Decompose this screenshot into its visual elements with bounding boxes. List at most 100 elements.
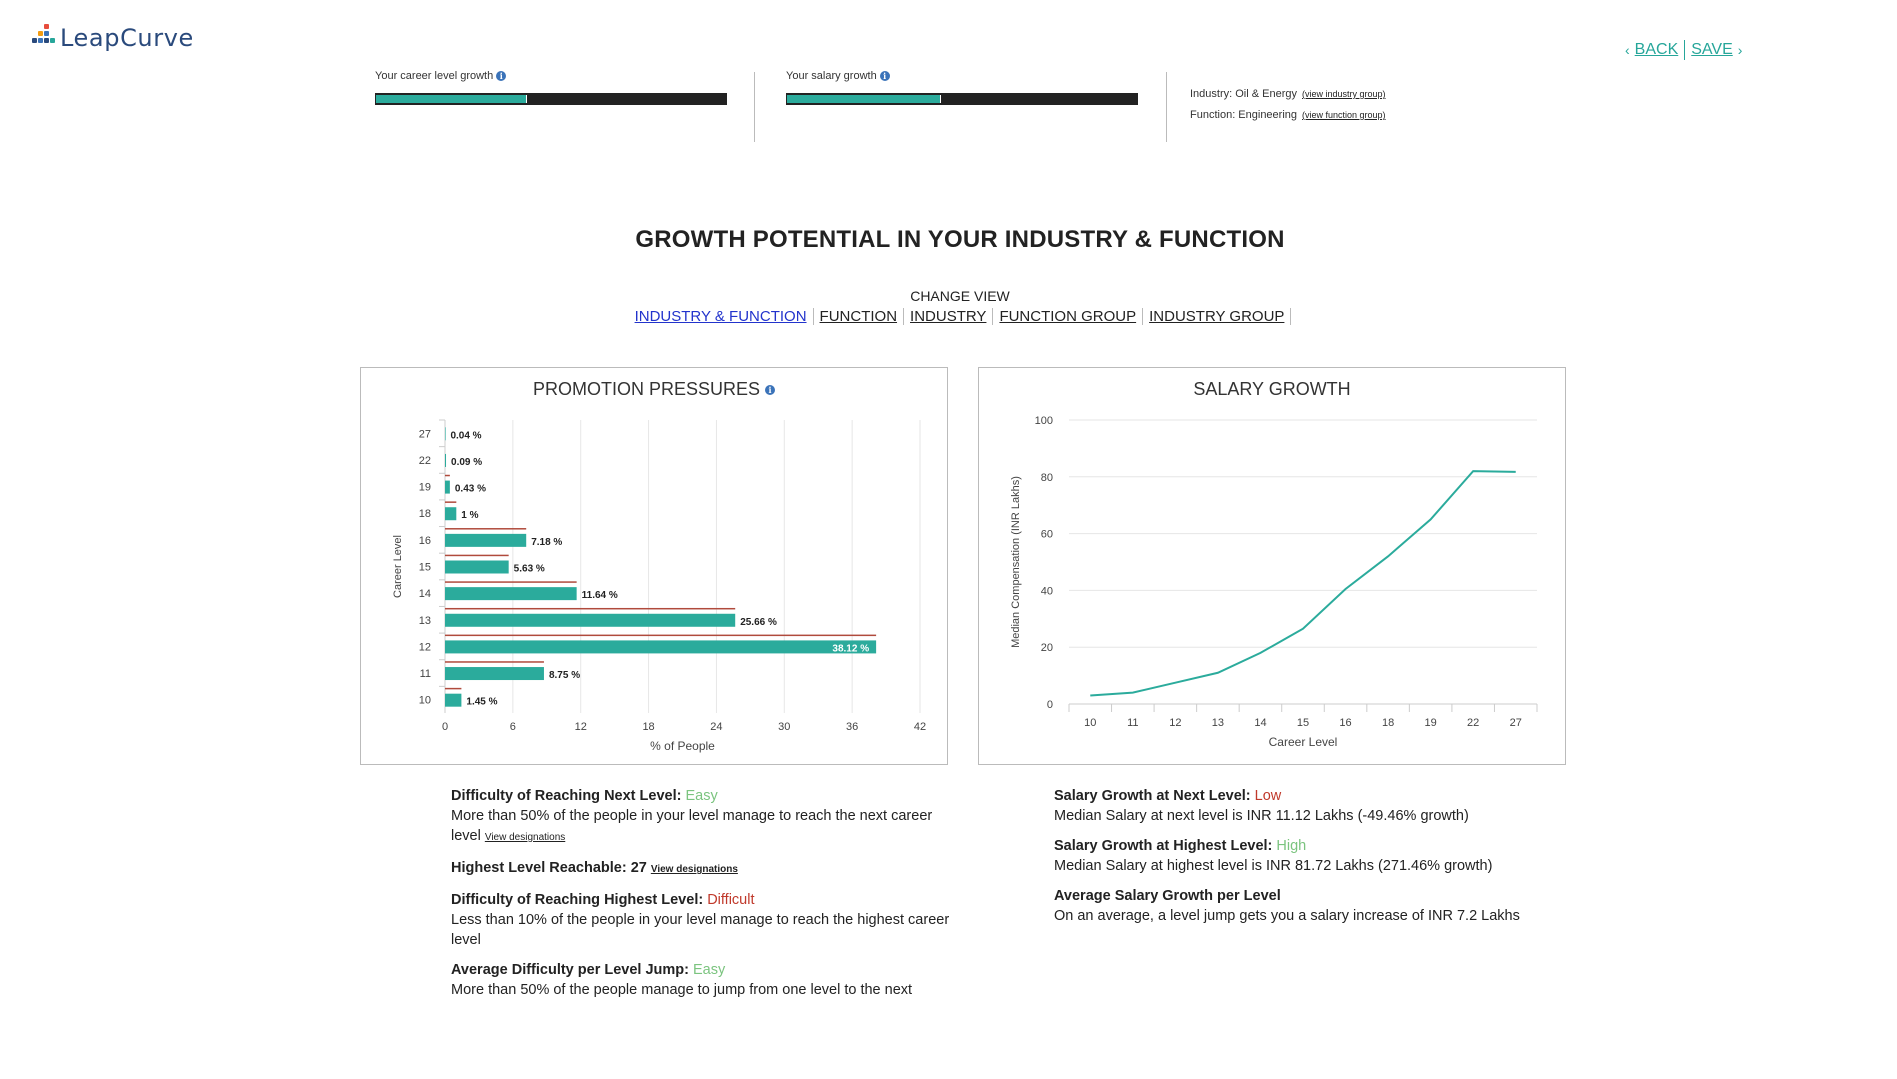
bar-data-label: 0.04 % xyxy=(450,430,481,441)
bar-data-label: 1.45 % xyxy=(466,697,497,708)
info-icon[interactable]: i xyxy=(496,71,507,81)
nav-divider xyxy=(1684,40,1686,60)
x-axis-label: % of People xyxy=(650,739,715,753)
view-function-group-link[interactable]: (view function group) xyxy=(1302,110,1386,120)
view-tabs: INDUSTRY & FUNCTION FUNCTION INDUSTRY FUNCT… xyxy=(0,308,1897,325)
x-tick-label: 10 xyxy=(1084,717,1096,729)
detail-item: Difficulty of Reaching Next Level: Easy M… xyxy=(451,786,971,848)
x-tick-label: 42 xyxy=(914,721,926,733)
bar-data-label: 7.18 % xyxy=(531,537,562,548)
bar-data-label: 11.64 % xyxy=(582,590,618,601)
difficulty-status: Difficult xyxy=(703,892,755,908)
detail-heading-text: Average Difficulty per Level Jump: xyxy=(451,962,689,978)
y-axis-label: Career Level xyxy=(392,535,404,598)
top-nav: ‹ BACK SAVE › xyxy=(1620,40,1747,60)
y-tick-label: 14 xyxy=(419,588,431,600)
difficulty-status: Easy xyxy=(688,962,726,978)
y-tick-label: 18 xyxy=(419,508,431,520)
bar-shadow xyxy=(445,501,457,503)
difficulty-status: High xyxy=(1272,838,1307,854)
detail-description: Less than 10% of the people in your leve… xyxy=(451,910,971,950)
detail-heading-text: Highest Level Reachable: 27 xyxy=(451,860,647,876)
promotion-chart-title-text: PROMOTION PRESSURES xyxy=(532,379,761,399)
salary-line-svg: 0 20 40 60 80 100 10 11 12 13 14 15 16 18 19 22 27 Career… xyxy=(1010,415,1538,749)
bar-shadow xyxy=(445,581,577,583)
bar-data-label: 1 % xyxy=(461,510,478,521)
detail-heading: Difficulty of Reaching Next Level: Easy xyxy=(451,786,971,806)
x-tick-label: 36 xyxy=(846,721,858,733)
bar-data-label: 5.63 % xyxy=(514,564,545,575)
career-growth-text: Your career level growth xyxy=(375,70,494,82)
y-tick-label: 0 xyxy=(1047,699,1053,711)
view-tab[interactable]: INDUSTRY xyxy=(904,308,994,325)
bar-shadow xyxy=(445,474,450,477)
view-designations-link[interactable]: View designations xyxy=(650,864,738,875)
view-industry-group-link[interactable]: (view industry group) xyxy=(1302,89,1386,99)
detail-description: More than 50% of the people manage to ju… xyxy=(451,980,971,1000)
y-tick-label: 80 xyxy=(1041,472,1053,484)
change-view-label: CHANGE VIEW xyxy=(910,288,1010,304)
y-tick-label: 11 xyxy=(420,668,431,680)
chevron-left-icon: ‹ xyxy=(1625,42,1630,58)
bar-data-label: 0.43 % xyxy=(455,484,486,495)
promotion-chart-title: PROMOTION PRESSURES i xyxy=(361,379,947,400)
salary-growth-fill xyxy=(787,95,941,103)
salary-growth-panel: Your salary growth i xyxy=(786,70,1138,105)
bar-shadow xyxy=(445,528,527,530)
brand-logo[interactable]: LeapCurve xyxy=(30,24,194,52)
y-tick-label: 27 xyxy=(419,428,431,440)
x-tick-label: 18 xyxy=(1382,717,1394,729)
bar xyxy=(445,667,544,681)
salary-details: Salary Growth at Next Level: Low Median S… xyxy=(1054,786,1564,936)
salary-growth-bar xyxy=(786,93,1138,105)
bar xyxy=(445,533,527,547)
detail-heading-text: Salary Growth at Highest Level: xyxy=(1054,838,1273,854)
y-tick-label: 10 xyxy=(419,695,431,707)
bar-data-label: 0.09 % xyxy=(451,457,482,468)
detail-item: Difficulty of Reaching Highest Level: Di… xyxy=(451,890,971,950)
x-tick-label: 19 xyxy=(1425,717,1437,729)
info-icon[interactable]: i xyxy=(879,71,890,81)
y-tick-label: 60 xyxy=(1041,529,1053,541)
info-icon[interactable]: i xyxy=(765,384,776,395)
salary-series-line xyxy=(1090,470,1516,697)
y-tick-label: 13 xyxy=(419,615,431,627)
promotion-details: Difficulty of Reaching Next Level: Easy M… xyxy=(451,786,971,1010)
promotion-pressures-chart: PROMOTION PRESSURES i 0 6 12 18 24 30 36 42 27 0.… xyxy=(360,367,948,765)
bar xyxy=(445,560,509,574)
view-tab[interactable]: INDUSTRY GROUP xyxy=(1143,308,1292,325)
detail-heading: Average Difficulty per Level Jump: Easy xyxy=(451,960,971,980)
view-tab[interactable]: FUNCTION GROUP xyxy=(993,308,1144,325)
bar xyxy=(445,587,577,601)
industry-text: Industry: Oil & Energy xyxy=(1190,88,1297,100)
view-tab[interactable]: FUNCTION xyxy=(814,308,905,325)
detail-heading-text: Difficulty of Reaching Highest Level: xyxy=(451,892,704,908)
x-tick-label: 15 xyxy=(1297,717,1309,729)
bar xyxy=(445,480,450,494)
detail-item: Average Salary Growth per Level On an ave… xyxy=(1054,886,1564,926)
detail-description: On an average, a level jump gets you a s… xyxy=(1054,906,1564,926)
x-tick-label: 16 xyxy=(1339,717,1351,729)
x-tick-label: 14 xyxy=(1254,717,1266,729)
x-tick-label: 12 xyxy=(575,721,587,733)
y-tick-label: 40 xyxy=(1041,585,1053,597)
save-link[interactable]: SAVE xyxy=(1691,41,1733,58)
detail-description-text: Median Salary at highest level is INR 81… xyxy=(1054,858,1493,874)
bar xyxy=(445,453,447,467)
detail-description: Median Salary at next level is INR 11.12… xyxy=(1054,806,1564,826)
divider xyxy=(1166,72,1167,142)
detail-heading-text: Difficulty of Reaching Next Level: xyxy=(451,788,682,804)
detail-heading-text: Salary Growth at Next Level: xyxy=(1054,788,1251,804)
bar xyxy=(445,613,736,627)
bar-data-label: 25.66 % xyxy=(740,617,777,628)
y-tick-label: 12 xyxy=(419,641,431,653)
career-growth-bar xyxy=(375,93,727,105)
view-tab[interactable]: INDUSTRY & FUNCTION xyxy=(629,308,814,325)
back-link[interactable]: BACK xyxy=(1634,41,1679,58)
salary-growth-label: Your salary growth i xyxy=(786,70,1138,82)
view-designations-link[interactable]: View designations xyxy=(484,832,566,843)
bar-shadow xyxy=(445,687,462,690)
bar-shadow xyxy=(445,607,736,610)
bar xyxy=(445,427,446,441)
y-axis-label: Median Compensation (INR Lakhs) xyxy=(1010,476,1022,648)
